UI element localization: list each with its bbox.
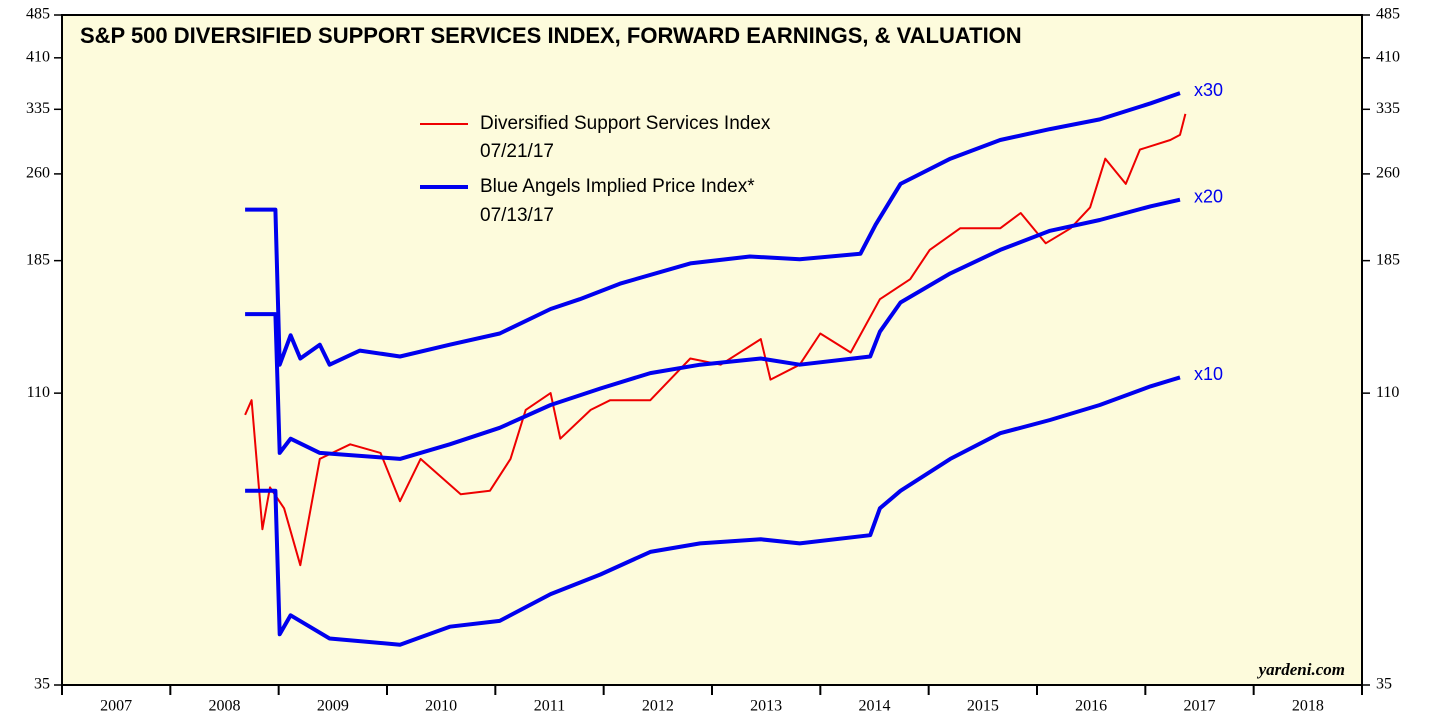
y-tick-label: 485 bbox=[26, 6, 50, 23]
y-tick-label: 410 bbox=[26, 48, 50, 65]
x-tick-label: 2014 bbox=[859, 698, 891, 715]
y2-tick-label: 260 bbox=[1376, 165, 1400, 182]
x-tick-label: 2016 bbox=[1075, 698, 1107, 715]
x-tick-label: 2008 bbox=[209, 698, 241, 715]
legend-date: 07/21/17 bbox=[480, 141, 554, 162]
legend-label: Diversified Support Services Index bbox=[480, 113, 771, 134]
series-line bbox=[245, 91, 1181, 367]
x-tick-label: 2011 bbox=[534, 698, 565, 715]
x-tick-label: 2015 bbox=[967, 698, 999, 715]
y-tick-label: 110 bbox=[27, 384, 50, 401]
y-tick-label: 35 bbox=[34, 676, 50, 693]
y-tick-label: 185 bbox=[26, 251, 50, 268]
line-end-label: x30 bbox=[1194, 80, 1223, 100]
y2-tick-label: 335 bbox=[1376, 100, 1400, 117]
legend-date: 07/13/17 bbox=[480, 205, 554, 226]
x-tick-label: 2012 bbox=[642, 698, 674, 715]
series-line bbox=[245, 375, 1181, 647]
x-tick-label: 2010 bbox=[425, 698, 457, 715]
y-tick-label: 260 bbox=[26, 165, 50, 182]
x-tick-label: 2009 bbox=[317, 698, 349, 715]
chart-title: S&P 500 DIVERSIFIED SUPPORT SERVICES IND… bbox=[80, 23, 1022, 48]
x-tick-label: 2018 bbox=[1292, 698, 1324, 715]
y2-tick-label: 110 bbox=[1376, 384, 1399, 401]
line-end-label: x20 bbox=[1194, 186, 1223, 206]
source: yardeni.com bbox=[1257, 660, 1345, 679]
series-line bbox=[245, 197, 1181, 461]
y2-tick-label: 410 bbox=[1376, 48, 1400, 65]
y2-tick-label: 185 bbox=[1376, 251, 1400, 268]
x-tick-label: 2013 bbox=[750, 698, 782, 715]
y-tick-label: 335 bbox=[26, 100, 50, 117]
legend-label: Blue Angels Implied Price Index* bbox=[480, 176, 755, 197]
x-tick-label: 2007 bbox=[100, 698, 132, 715]
x-tick-label: 2017 bbox=[1184, 698, 1216, 715]
y2-tick-label: 35 bbox=[1376, 676, 1392, 693]
y2-tick-label: 485 bbox=[1376, 6, 1400, 23]
line-end-label: x10 bbox=[1194, 364, 1223, 384]
